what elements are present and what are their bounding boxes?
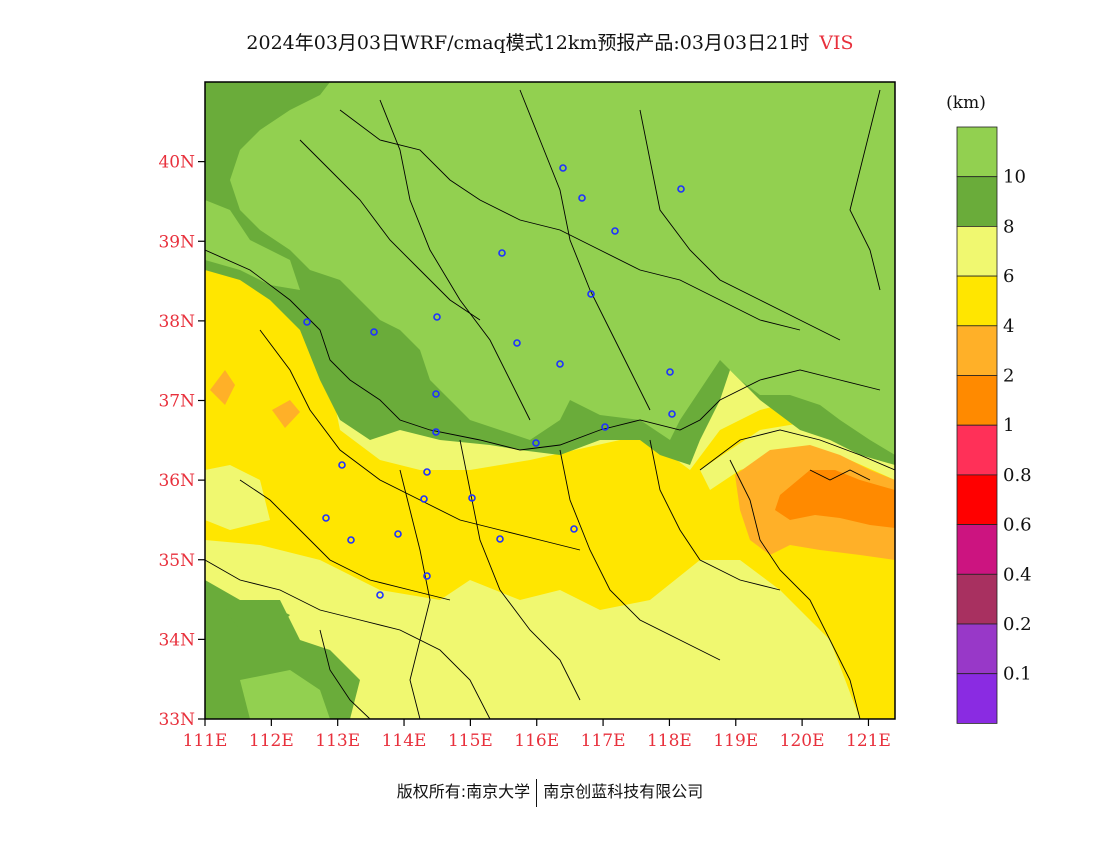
legend-swatch [956,573,998,625]
city-marker [303,318,311,326]
city-marker [420,495,428,503]
city-marker [570,525,578,533]
lon-tick-label: 115E [448,731,493,751]
lat-tick-label: 40N [158,153,195,173]
legend-label: 2 [1003,366,1014,387]
legend-label: 1 [1003,415,1014,436]
map-title-text: 2024年03月03日WRF/cmaq模式12km预报产品:03月03日21时 [246,32,810,54]
legend-swatch [956,225,998,277]
copyright-left: 版权所有:南京大学 [396,782,531,801]
lon-tick-label: 117E [581,731,626,751]
city-marker [498,249,506,257]
field-1km-coast [775,470,895,528]
city-marker [532,439,540,447]
field-8km-patch [225,600,290,635]
city-marker [556,360,564,368]
legend-label: 0.8 [1003,465,1032,486]
city-marker [578,194,586,202]
city-marker [559,164,567,172]
city-marker [496,535,504,543]
lon-tick-label: 120E [780,731,825,751]
legend-swatch [956,424,998,476]
legend-swatch [956,126,998,178]
lon-tick-label: 112E [249,731,294,751]
field-10km-southwest [240,670,330,719]
lat-tick-label: 37N [158,392,195,412]
city-marker [468,494,476,502]
visibility-field [205,82,895,719]
lat-tick-label: 33N [158,710,195,730]
legend-swatch [956,275,998,327]
city-marker [611,227,619,235]
city-marker [322,514,330,522]
lon-tick-label: 116E [514,731,559,751]
legend-swatch [956,623,998,675]
city-marker [432,390,440,398]
city-marker [376,591,384,599]
city-marker [668,410,676,418]
city-marker [601,423,609,431]
legend-label: 0.2 [1003,614,1032,635]
city-markers [303,164,685,599]
latitude-axis: 40N 39N 38N 37N 36N 35N 34N 33N [158,153,205,730]
city-marker [432,428,440,436]
legend-label: 6 [1003,266,1014,287]
lon-tick-label: 114E [382,731,427,751]
lat-tick-label: 36N [158,471,195,491]
city-marker [587,290,595,298]
city-marker [347,536,355,544]
legend-unit: (km) [946,93,986,113]
lat-tick-label: 38N [158,312,195,332]
copyright-right: 南京创蓝科技有限公司 [543,782,704,801]
legend-swatch [956,524,998,575]
legend-swatch [956,325,998,376]
city-marker [423,468,431,476]
footer-separator [536,778,538,807]
field-6km-central-south [420,600,570,700]
field-6km-southwest [205,465,270,530]
lon-tick-label: 111E [183,731,228,751]
field-10km-north [220,82,895,455]
variable-name: VIS [819,32,854,54]
copyright-footer: 版权所有:南京大学 南京创蓝科技有限公司 [0,778,1100,807]
legend-colorbar: 10 8 6 4 2 1 0.8 0.6 0.4 0.2 0.1 [956,126,1032,724]
legend-swatch [956,176,998,227]
map-title: 2024年03月03日WRF/cmaq模式12km预报产品:03月03日21时 V… [0,28,1100,55]
field-2km-west-spot [210,370,235,405]
city-marker [370,328,378,336]
city-marker [666,368,674,376]
lon-tick-label: 118E [647,731,692,751]
admin-borders [205,89,895,719]
field-10km-west-strip [205,200,300,290]
legend-label: 0.1 [1003,664,1032,685]
legend-label: 10 [1003,167,1026,188]
legend-swatch [956,474,998,525]
lat-tick-label: 35N [158,551,195,571]
lat-tick-label: 39N [158,232,195,252]
field-2km-west-spot-2 [272,400,300,428]
city-marker [423,572,431,580]
lon-tick-label: 119E [713,731,758,751]
legend-label: 4 [1003,316,1014,337]
city-marker [677,185,685,193]
city-marker [394,530,402,538]
legend-label: 0.4 [1003,564,1032,585]
lon-tick-label: 121E [846,731,891,751]
lon-tick-label: 113E [315,731,360,751]
lat-tick-label: 34N [158,630,195,650]
longitude-axis: 111E 112E 113E 114E 115E 116E 117E 118E 119E 120E… [183,719,891,751]
legend-swatch [956,673,998,724]
city-marker [433,313,441,321]
city-marker [513,339,521,347]
legend-label: 0.6 [1003,515,1032,536]
city-marker [338,461,346,469]
legend-label: 8 [1003,216,1014,237]
legend-swatch [956,375,998,426]
